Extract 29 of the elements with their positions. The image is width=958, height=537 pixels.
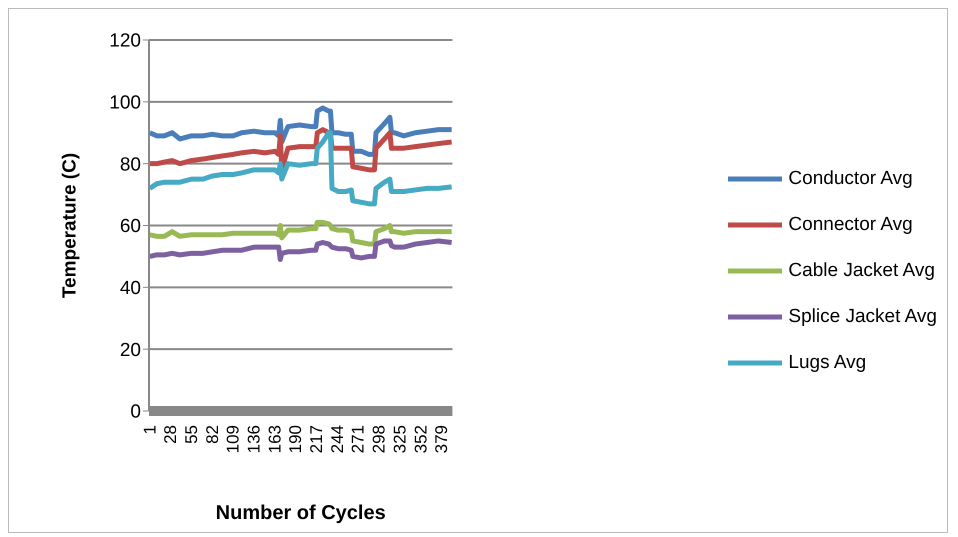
y-tick-label: 0	[130, 402, 141, 423]
x-tick-label: 28	[161, 425, 180, 444]
legend-label: Connector Avg	[788, 214, 913, 236]
y-tick-label: 80	[120, 154, 141, 176]
x-tick-label: 109	[224, 425, 243, 454]
x-tick-label: 190	[286, 425, 306, 454]
x-tick-label: 298	[370, 425, 389, 454]
x-tick-label: 271	[348, 425, 368, 454]
x-tick-label: 82	[202, 425, 222, 444]
x-tick-label: 163	[265, 425, 284, 454]
x-tick-label: 352	[411, 425, 430, 454]
x-tick-label: 1	[140, 425, 160, 434]
legend-label: Lugs Avg	[788, 352, 866, 374]
x-tick-label: 217	[307, 425, 326, 454]
legend-label: Cable Jacket Avg	[788, 260, 935, 282]
x-tick-label: 325	[390, 425, 410, 454]
y-axis-title: Temperature (C)	[60, 152, 81, 298]
x-axis-title: Number of Cycles	[216, 502, 386, 524]
y-tick-label: 120	[109, 30, 141, 52]
y-tick-label: 60	[120, 216, 141, 238]
x-tick-label: 244	[328, 425, 347, 454]
x-tick-label: 136	[244, 425, 264, 454]
legend-label: Splice Jacket Avg	[788, 306, 937, 328]
x-tick-label: 379	[432, 425, 452, 454]
y-tick-label: 100	[109, 92, 141, 114]
legend-label: Conductor Avg	[788, 168, 913, 190]
x-tick-label: 55	[182, 425, 201, 444]
y-tick-label: 40	[120, 278, 141, 300]
y-tick-label: 20	[120, 340, 141, 361]
